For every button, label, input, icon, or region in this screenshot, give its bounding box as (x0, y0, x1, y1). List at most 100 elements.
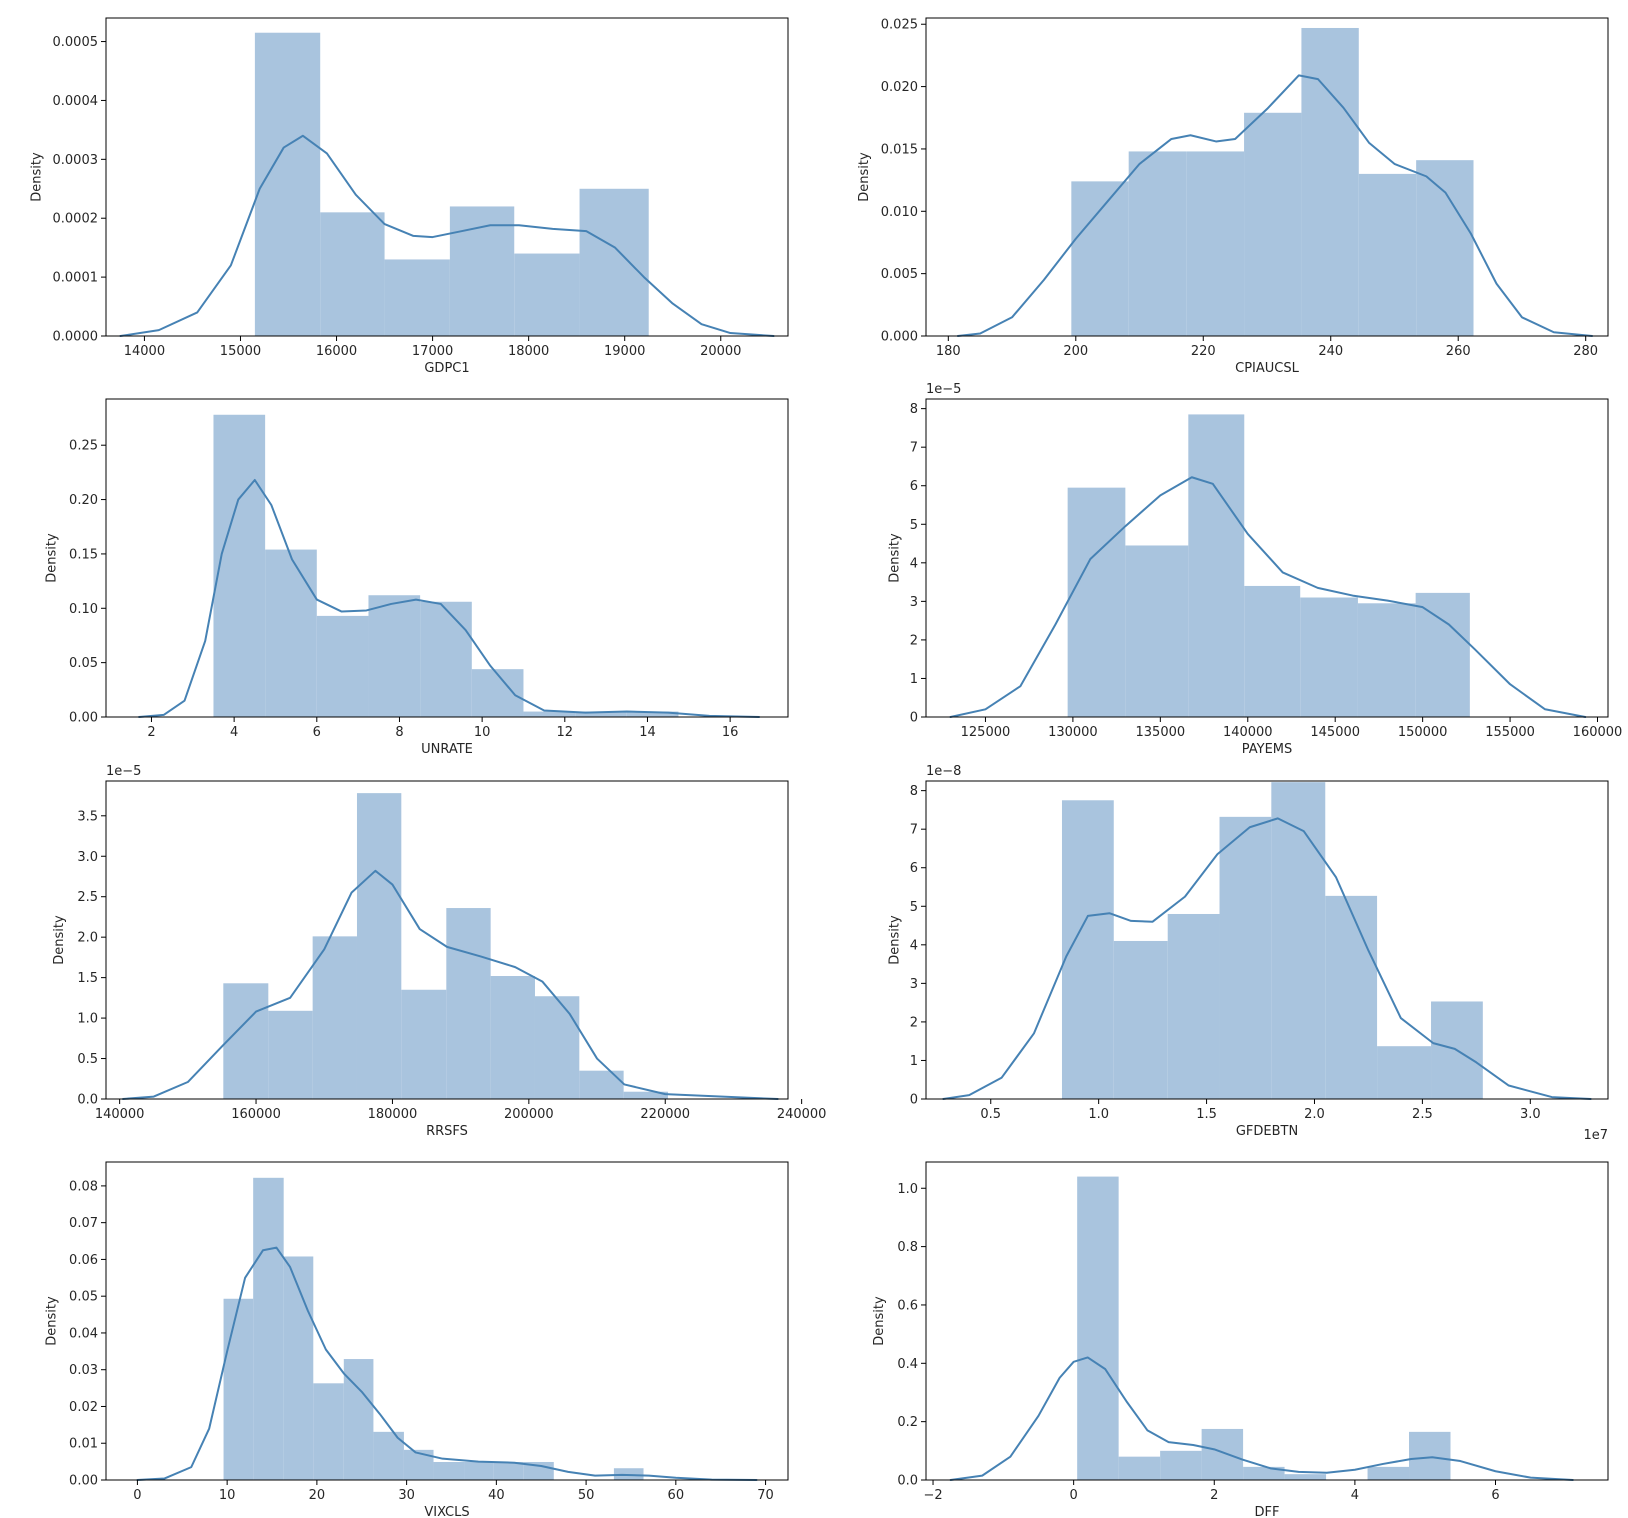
x-tick-label: 260 (1446, 344, 1471, 359)
kde-line (956, 74, 1594, 337)
subplot-gfdebtn: 0.5 1.0 1.5 2.0 2.5 3.0 0 1 2 3 4 5 6 7 8 GFDEBTN Densit… (887, 764, 1609, 1143)
y-tick-label: 7 (910, 823, 918, 838)
x-tick-label: 4 (230, 725, 238, 740)
y-tick-label: 3 (910, 595, 918, 610)
histogram-bar (1167, 913, 1220, 1099)
y-tick-label: 3 (910, 977, 918, 992)
subplot-unrate: 2 4 6 8 10 12 14 16 0.00 0.05 0.10 0.15 0.20 0.25 UNRA… (45, 398, 789, 757)
x-tick-label: 14 (639, 725, 656, 740)
histogram-bar (1243, 1466, 1285, 1480)
x-tick-label: 2.0 (1304, 1107, 1325, 1122)
x-axis-label: DFF (1255, 1505, 1280, 1518)
y-tick-label: 2 (910, 633, 918, 648)
y-tick-label: 0.4 (897, 1357, 918, 1372)
y-tick-label: 3.0 (77, 850, 98, 865)
subplot-vixcls: 0 10 20 30 40 50 60 70 0.00 0.01 0.02 0.03 0.04 0.05 0… (45, 1161, 789, 1518)
y-tick-label: 0.020 (881, 80, 918, 95)
x-axis-label: GFDEBTN (1236, 1124, 1298, 1139)
histogram-bar (1271, 782, 1326, 1099)
y-tick-label: 0.0 (897, 1474, 918, 1489)
histogram-bar (1128, 151, 1187, 336)
y-axis-label: Density (45, 533, 60, 583)
histogram-bar (1244, 585, 1301, 717)
y-tick-label: 0.00 (69, 1474, 98, 1489)
histogram-bar (384, 259, 450, 336)
x-tick-label: 240 (1318, 344, 1343, 359)
x-tick-label: 160000 (1573, 725, 1623, 740)
histogram-bar (1186, 151, 1245, 336)
y-tick-label: 1 (910, 672, 918, 687)
x-tick-label: 220000 (640, 1107, 690, 1122)
x-tick-label: 125000 (961, 725, 1011, 740)
subplot-dff: −2 0 2 4 6 0.0 0.2 0.4 0.6 0.8 1.0 DFF Density (872, 1161, 1609, 1518)
kde-line (122, 869, 779, 1100)
y-axis-label: Density (887, 533, 902, 583)
x-tick-label: 200000 (504, 1107, 554, 1122)
y-tick-label: 0.05 (69, 1290, 98, 1305)
x-tick-label: 145000 (1310, 725, 1360, 740)
x-tick-label: 0 (133, 1488, 141, 1503)
y-tick-label: 0.00 (69, 711, 98, 726)
x-tick-label: 16000 (316, 344, 357, 359)
kde-line (949, 476, 1587, 718)
histogram-bar (1300, 597, 1358, 717)
y-tick-label: 5 (910, 518, 918, 533)
histogram-bar (1125, 545, 1189, 717)
x-tick-label: 18000 (508, 344, 549, 359)
y-tick-label: 0.15 (69, 547, 98, 562)
x-axis-label: CPIAUCSL (1235, 361, 1299, 376)
y-tick-label: 0.010 (881, 205, 918, 220)
y-tick-label: 4 (910, 556, 918, 571)
y-tick-label: 7 (910, 441, 918, 456)
histogram-bar (534, 996, 580, 1099)
histogram-bar (1358, 173, 1417, 336)
y-tick-label: 4 (910, 938, 918, 953)
axes-frame (925, 780, 1609, 1100)
y-axis-label: Density (887, 915, 902, 965)
x-tick-label: 20 (309, 1488, 326, 1503)
histogram-bar (1325, 895, 1378, 1099)
y-tick-label: 0.20 (69, 493, 98, 508)
y-tick-label: 0.000 (881, 330, 918, 345)
x-axis-label: PAYEMS (1242, 742, 1293, 757)
axes-frame (105, 17, 789, 337)
x-tick-label: 10 (474, 725, 491, 740)
histogram-bar (1071, 181, 1129, 336)
kde-line (119, 134, 775, 337)
histogram-bar (464, 1461, 494, 1480)
histogram-bar (579, 1070, 624, 1099)
histogram-bar (401, 989, 447, 1099)
x-tick-label: 280 (1573, 344, 1598, 359)
histogram-bar (1357, 603, 1416, 717)
histogram-bar (1219, 816, 1272, 1099)
y-tick-label: 8 (910, 784, 918, 799)
y-tick-label: 0.5 (77, 1052, 98, 1067)
kde-line (136, 1246, 758, 1481)
x-tick-label: 8 (395, 725, 403, 740)
histogram-bar (223, 1298, 254, 1480)
x-tick-label: 10 (219, 1488, 236, 1503)
histogram-bar (1118, 1456, 1161, 1480)
y-tick-label: 0.0005 (53, 35, 99, 50)
kde-line (949, 1356, 1574, 1481)
x-tick-label: 15000 (220, 344, 261, 359)
histogram-bar (1201, 1428, 1244, 1480)
x-tick-label: 140000 (1223, 725, 1273, 740)
histogram-bar (283, 1256, 314, 1480)
x-offset-label: 1e7 (1583, 1128, 1608, 1143)
x-tick-label: 220 (1191, 344, 1216, 359)
x-axis-label: RRSFS (426, 1124, 468, 1139)
subplot-cpiaucsl: 180 200 220 240 260 280 0.000 0.005 0.010 0.015 0.… (857, 17, 1609, 376)
histogram-bar (623, 1091, 668, 1099)
histogram-bar (1377, 1046, 1432, 1099)
y-offset-label: 1e−8 (926, 764, 961, 779)
histogram-bar (433, 1461, 465, 1480)
y-tick-label: 0.0 (77, 1093, 98, 1108)
histogram-bar (490, 976, 535, 1099)
axes-frame (105, 398, 789, 718)
y-tick-label: 0.25 (69, 439, 98, 454)
histogram-bar (420, 601, 472, 717)
histogram-bar (514, 253, 580, 336)
y-axis-label: Density (29, 152, 44, 202)
